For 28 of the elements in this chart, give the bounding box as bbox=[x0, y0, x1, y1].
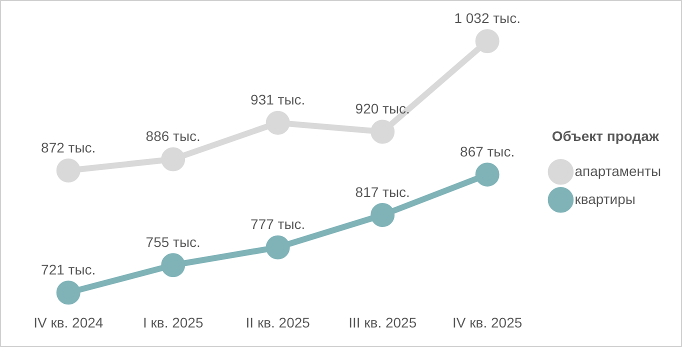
data-label: 721 тыс. bbox=[41, 261, 96, 278]
point bbox=[370, 203, 395, 227]
point bbox=[56, 158, 80, 183]
x-tick-label: IV кв. 2024 bbox=[34, 314, 104, 330]
point bbox=[266, 110, 290, 135]
x-tick-label: II кв. 2025 bbox=[246, 314, 310, 330]
x-tick-label: III кв. 2025 bbox=[348, 314, 417, 330]
data-label: 1 032 тыс. bbox=[454, 10, 520, 26]
legend-label: квартиры bbox=[574, 190, 636, 207]
point bbox=[370, 120, 395, 144]
x-tick-label: I кв. 2025 bbox=[142, 314, 204, 330]
data-label: 931 тыс. bbox=[250, 92, 306, 108]
point bbox=[266, 235, 290, 260]
data-label: 920 тыс. bbox=[355, 100, 410, 117]
data-label: 872 тыс. bbox=[41, 139, 96, 156]
legend-title: Объект продаж bbox=[552, 128, 660, 144]
point bbox=[475, 29, 500, 54]
legend-label: апартаменты bbox=[574, 162, 662, 179]
point bbox=[475, 162, 500, 187]
data-label: 817 тыс. bbox=[355, 184, 410, 200]
data-label: 867 тыс. bbox=[460, 143, 515, 160]
data-label: 886 тыс. bbox=[146, 128, 200, 144]
data-label: 777 тыс. bbox=[250, 216, 306, 232]
point bbox=[161, 147, 186, 172]
point bbox=[56, 280, 80, 305]
point bbox=[161, 253, 186, 278]
data-label: 755 тыс. bbox=[146, 234, 200, 250]
x-tick-label: IV кв. 2025 bbox=[452, 314, 522, 330]
